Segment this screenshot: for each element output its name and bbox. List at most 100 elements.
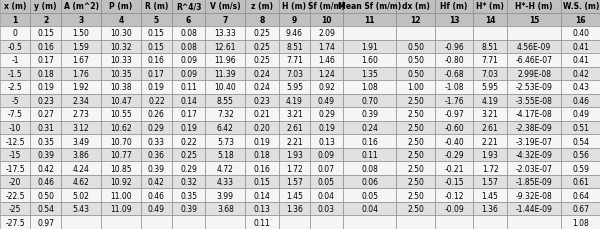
Text: -4.17E-08: -4.17E-08 [516, 110, 553, 119]
Bar [205, 121, 245, 135]
Bar [205, 215, 245, 229]
Text: 0.16: 0.16 [361, 137, 378, 146]
Bar [507, 27, 562, 40]
Bar [435, 135, 473, 148]
Text: 1.08: 1.08 [361, 83, 378, 92]
Bar [507, 148, 562, 162]
Text: 0.35: 0.35 [37, 137, 54, 146]
Text: 0.06: 0.06 [361, 177, 378, 186]
Bar [562, 40, 600, 54]
Bar [310, 215, 343, 229]
Text: Mean Sf (m/m): Mean Sf (m/m) [338, 2, 401, 11]
Bar [61, 94, 101, 108]
Bar [343, 40, 396, 54]
Text: 9: 9 [292, 16, 297, 25]
Bar [435, 121, 473, 135]
Text: y (m): y (m) [34, 2, 57, 11]
Text: 1.08: 1.08 [572, 218, 589, 227]
Text: -1.44E-09: -1.44E-09 [516, 204, 553, 213]
Text: 0.29: 0.29 [180, 164, 197, 173]
Bar [507, 54, 562, 67]
Bar [279, 81, 310, 94]
Bar [61, 215, 101, 229]
Bar [141, 148, 172, 162]
Text: 1.45: 1.45 [286, 191, 303, 200]
Bar [507, 189, 562, 202]
Bar [205, 94, 245, 108]
Bar [205, 202, 245, 215]
Bar [343, 94, 396, 108]
Text: 0.54: 0.54 [37, 204, 54, 213]
Bar [141, 94, 172, 108]
Text: 0.04: 0.04 [361, 204, 378, 213]
Text: 2.50: 2.50 [407, 164, 424, 173]
Text: 0.61: 0.61 [572, 177, 589, 186]
Bar [435, 162, 473, 175]
Bar [507, 81, 562, 94]
Text: 4.62: 4.62 [73, 177, 89, 186]
Bar [141, 189, 172, 202]
Bar [310, 54, 343, 67]
Text: 0.40: 0.40 [572, 29, 589, 38]
Bar [172, 189, 205, 202]
Bar [279, 0, 310, 14]
Bar [141, 162, 172, 175]
Bar [435, 14, 473, 27]
Bar [0, 121, 31, 135]
Bar [61, 175, 101, 189]
Text: 0.05: 0.05 [318, 177, 335, 186]
Text: 2.99E-08: 2.99E-08 [517, 70, 551, 79]
Text: -1: -1 [11, 56, 19, 65]
Bar [172, 175, 205, 189]
Bar [396, 81, 435, 94]
Bar [245, 67, 279, 81]
Bar [205, 40, 245, 54]
Bar [141, 202, 172, 215]
Bar [31, 81, 61, 94]
Text: 10: 10 [321, 16, 332, 25]
Text: 1.93: 1.93 [482, 150, 499, 159]
Text: -0.40: -0.40 [444, 137, 464, 146]
Bar [435, 189, 473, 202]
Bar [245, 175, 279, 189]
Text: 4: 4 [118, 16, 124, 25]
Text: 0.26: 0.26 [148, 110, 165, 119]
Bar [279, 14, 310, 27]
Bar [141, 40, 172, 54]
Bar [562, 148, 600, 162]
Bar [435, 40, 473, 54]
Text: -1.5: -1.5 [8, 70, 23, 79]
Bar [101, 215, 141, 229]
Bar [279, 215, 310, 229]
Text: 10.85: 10.85 [110, 164, 132, 173]
Text: 0.11: 0.11 [361, 150, 378, 159]
Text: 5.73: 5.73 [217, 137, 234, 146]
Text: 12: 12 [410, 16, 421, 25]
Text: 10.33: 10.33 [110, 56, 132, 65]
Text: 7: 7 [223, 16, 228, 25]
Text: 0.56: 0.56 [572, 150, 589, 159]
Text: -25: -25 [9, 204, 22, 213]
Text: -7.5: -7.5 [8, 110, 23, 119]
Bar [343, 121, 396, 135]
Text: 0.97: 0.97 [37, 218, 54, 227]
Bar [31, 40, 61, 54]
Text: -0.80: -0.80 [444, 56, 464, 65]
Bar [396, 67, 435, 81]
Text: 0.11: 0.11 [254, 218, 271, 227]
Bar [31, 162, 61, 175]
Text: -0.5: -0.5 [8, 43, 23, 52]
Bar [31, 54, 61, 67]
Text: A (m^2): A (m^2) [64, 2, 98, 11]
Bar [172, 54, 205, 67]
Bar [279, 121, 310, 135]
Bar [0, 215, 31, 229]
Text: 0.27: 0.27 [37, 110, 54, 119]
Text: -0.12: -0.12 [444, 191, 464, 200]
Bar [343, 14, 396, 27]
Text: -2.53E-09: -2.53E-09 [516, 83, 553, 92]
Bar [396, 148, 435, 162]
Text: 3.68: 3.68 [217, 204, 234, 213]
Bar [562, 54, 600, 67]
Text: 3.86: 3.86 [73, 150, 89, 159]
